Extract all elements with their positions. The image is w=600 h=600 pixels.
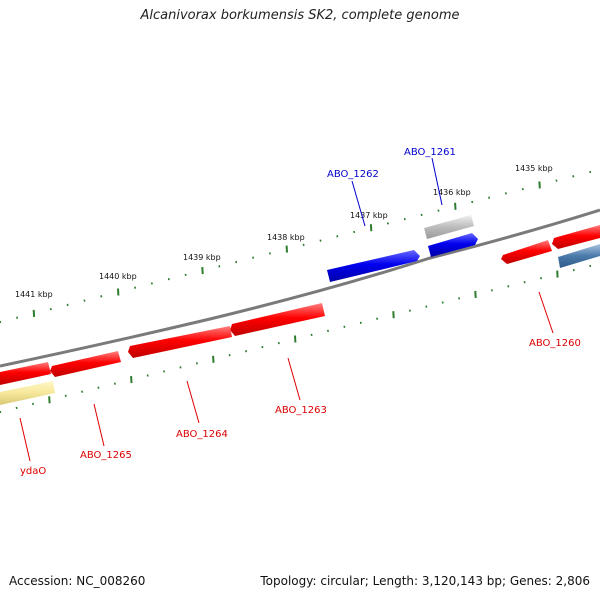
gene-arrow-abo-1261[interactable] — [428, 233, 478, 257]
gene-arrow-abo-1264[interactable] — [128, 326, 232, 358]
kbp-label: 1440 kbp — [99, 272, 137, 281]
genome-backbone — [0, 208, 600, 368]
gene-label-abo-1262[interactable]: ABO_1262 — [327, 169, 379, 180]
kbp-scale: 1435 kbp 1436 kbp 1437 kbp 1438 kbp 1439… — [15, 164, 553, 299]
genome-title: Alcanivorax borkumensis SK2, complete ge… — [140, 8, 460, 23]
kbp-label: 1441 kbp — [15, 290, 53, 299]
gene-arrow-abo-1260[interactable] — [501, 240, 552, 264]
gene-label-abo-1264[interactable]: ABO_1264 — [176, 429, 228, 440]
gene-arrow-steel[interactable] — [558, 244, 600, 268]
kbp-label: 1437 kbp — [350, 211, 388, 220]
gene-arrow-abo-1262[interactable] — [327, 250, 420, 282]
forward-tick-track — [0, 170, 592, 324]
gene-label-abo-1263[interactable]: ABO_1263 — [275, 405, 327, 416]
gene-arrow-red-right[interactable] — [552, 225, 600, 249]
gene-label-abo-1265[interactable]: ABO_1265 — [80, 450, 132, 461]
gene-label-abo-1260[interactable]: ABO_1260 — [529, 338, 581, 349]
gene-arrow-abo-1263[interactable] — [230, 303, 325, 336]
label-leaders — [19, 157, 554, 462]
genome-summary: Topology: circular; Length: 3,120,143 bp… — [260, 574, 590, 588]
accession-label: Accession: NC_008260 — [9, 574, 146, 588]
gene-arrow-gray[interactable] — [424, 215, 474, 239]
gene-arrow-red-left[interactable] — [0, 362, 51, 385]
gene-arrow-ydao[interactable] — [0, 381, 55, 405]
gene-arrow-abo-1265[interactable] — [50, 351, 121, 377]
kbp-label: 1435 kbp — [515, 164, 553, 173]
kbp-label: 1438 kbp — [267, 233, 305, 242]
gene-label-abo-1261[interactable]: ABO_1261 — [404, 147, 456, 158]
kbp-label: 1439 kbp — [183, 253, 221, 262]
kbp-label: 1436 kbp — [433, 188, 471, 197]
gene-label-ydao[interactable]: ydaO — [20, 466, 46, 477]
reverse-tick-track — [0, 264, 592, 414]
